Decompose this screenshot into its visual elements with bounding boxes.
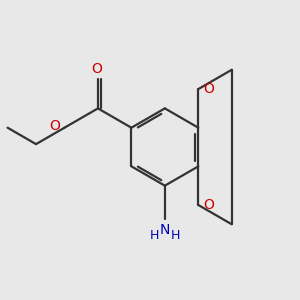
Text: O: O [91, 62, 102, 76]
Text: O: O [204, 198, 214, 212]
Text: H: H [150, 229, 159, 242]
Text: O: O [49, 119, 60, 133]
Text: N: N [160, 223, 170, 237]
Text: H: H [171, 229, 180, 242]
Text: O: O [204, 82, 214, 96]
